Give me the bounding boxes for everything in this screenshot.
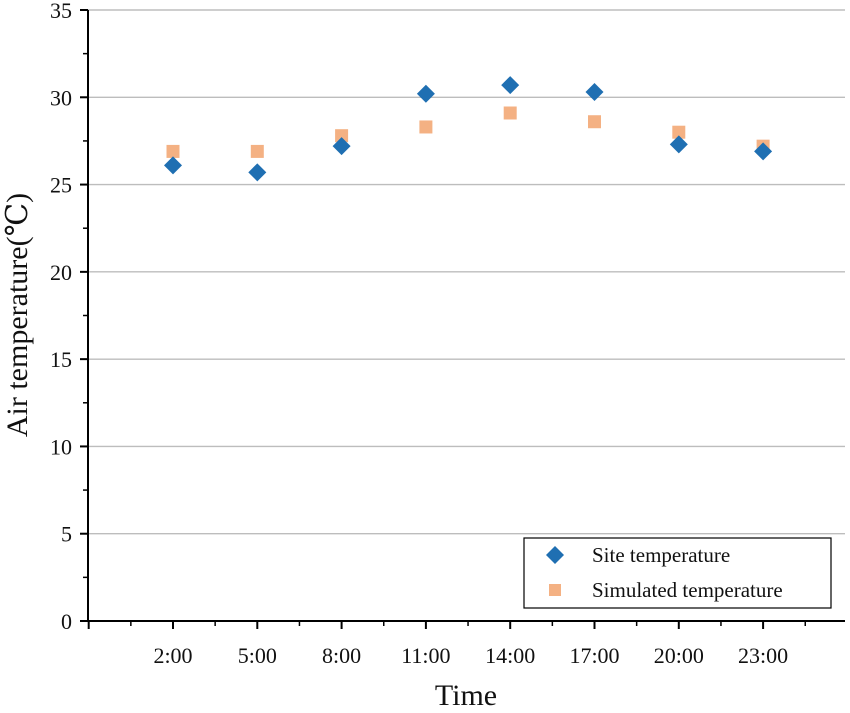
y-tick-label: 5 — [61, 522, 72, 547]
site-temperature-point — [585, 83, 604, 102]
site-temperature-point — [332, 137, 351, 156]
site-temperature-point — [501, 76, 520, 95]
y-ticks: 0 5 10 15 20 25 30 35 — [50, 0, 88, 634]
data-points — [164, 76, 773, 182]
simulated-temperature-point — [250, 144, 264, 158]
y-axis-title: Air temperature(℃) — [1, 193, 34, 437]
y-tick-label: 20 — [50, 260, 72, 285]
site-temperature-point — [754, 142, 773, 161]
y-tick-label: 35 — [50, 0, 72, 23]
x-tick-label: 14:00 — [485, 643, 535, 668]
legend-marker-simulated — [549, 584, 561, 596]
simulated-temperature-point — [672, 125, 686, 139]
site-temperature-point — [164, 156, 182, 175]
site-temperature-point — [669, 135, 688, 154]
legend-label-site: Site temperature — [592, 543, 730, 567]
site-temperature-point — [416, 84, 435, 103]
site-temperature-point — [248, 163, 267, 182]
x-tick-label: 5:00 — [238, 643, 277, 668]
legend-marker-site — [546, 546, 564, 564]
x-tick-label: 11:00 — [401, 643, 450, 668]
x-tick-label: 17:00 — [569, 643, 619, 668]
y-tick-label: 10 — [50, 434, 72, 459]
simulated-temperature-point — [335, 129, 349, 143]
simulated-temperature-point — [503, 106, 517, 120]
axes — [87, 10, 845, 622]
simulated-temperature-point — [419, 120, 433, 134]
x-tick-label: 8:00 — [322, 643, 361, 668]
x-tick-label: 23:00 — [738, 643, 788, 668]
x-tick-label: 2:00 — [153, 643, 192, 668]
x-ticks: 2:00 5:00 8:00 11:00 14:00 17:00 20:00 23:00 — [87, 621, 806, 668]
legend-label-simulated: Simulated temperature — [592, 578, 783, 602]
x-tick-label: 20:00 — [654, 643, 704, 668]
x-axis-title: Time — [435, 679, 497, 712]
y-tick-label: 15 — [50, 347, 72, 372]
grid-lines — [88, 9, 845, 535]
y-tick-label: 30 — [50, 85, 72, 110]
simulated-temperature-point — [166, 144, 180, 158]
y-tick-label: 25 — [50, 173, 72, 198]
legend: Site temperature Simulated temperature — [523, 537, 832, 609]
simulated-temperature-point — [588, 115, 601, 129]
legend-box — [523, 537, 832, 609]
y-tick-label: 0 — [61, 609, 72, 634]
